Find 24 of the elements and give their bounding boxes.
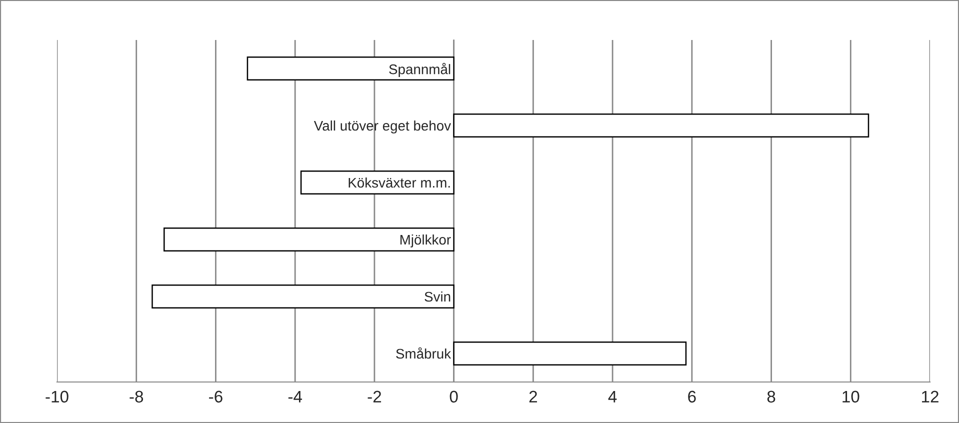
x-tick-label: 10 [842,390,860,403]
y-tick-label: Vall utöver eget behov [314,120,451,134]
x-tick-label: 4 [608,390,617,402]
x-tick-label: -10 [46,390,68,403]
bar [246,56,454,81]
x-tick-label: -8 [130,390,144,403]
x-tick-label: 12 [922,390,938,402]
x-tick-label: 2 [529,390,537,402]
x-tick-label: 6 [688,390,696,403]
y-tick-label: Köksväxter m.m. [348,177,450,188]
y-tick-label: Mjölkkor [400,234,451,248]
bar [453,113,870,138]
y-tick-label: Svin [424,291,450,302]
y-tick-label: Spannmål [389,62,450,77]
bar [453,341,687,366]
y-tick-label: Småbruk [396,347,452,359]
x-tick-label: -4 [288,390,302,402]
bar [152,284,454,309]
x-tick-label: 8 [767,390,776,403]
bar [164,227,454,252]
x-tick-label: -2 [368,390,382,402]
x-tick-label: -6 [209,390,222,403]
bar [300,170,454,195]
x-tick-label: 0 [450,390,458,403]
